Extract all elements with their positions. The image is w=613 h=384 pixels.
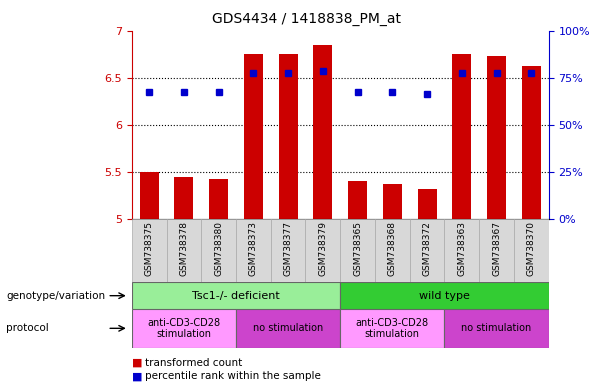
Text: anti-CD3-CD28
stimulation: anti-CD3-CD28 stimulation: [356, 318, 429, 339]
Bar: [305, 219, 340, 282]
Text: GSM738380: GSM738380: [214, 221, 223, 276]
Bar: [417, 189, 436, 219]
Text: protocol: protocol: [6, 323, 49, 333]
Text: GSM738379: GSM738379: [318, 221, 327, 276]
Bar: [201, 219, 236, 282]
Bar: [132, 219, 167, 282]
Bar: [375, 219, 409, 282]
Text: GSM738365: GSM738365: [353, 221, 362, 276]
Text: no stimulation: no stimulation: [462, 323, 531, 333]
Bar: [514, 219, 549, 282]
Text: ■: ■: [132, 371, 142, 381]
Text: GSM738363: GSM738363: [457, 221, 466, 276]
Bar: [236, 309, 340, 348]
Text: GSM738370: GSM738370: [527, 221, 536, 276]
Bar: [278, 54, 298, 219]
Bar: [452, 54, 471, 219]
Bar: [409, 219, 444, 282]
Bar: [174, 177, 194, 219]
Bar: [140, 172, 159, 219]
Bar: [340, 309, 444, 348]
Bar: [340, 282, 549, 309]
Text: GDS4434 / 1418838_PM_at: GDS4434 / 1418838_PM_at: [212, 12, 401, 25]
Text: GSM738368: GSM738368: [388, 221, 397, 276]
Bar: [209, 179, 228, 219]
Bar: [244, 54, 263, 219]
Bar: [132, 309, 236, 348]
Bar: [132, 282, 340, 309]
Text: ■: ■: [132, 358, 142, 368]
Text: no stimulation: no stimulation: [253, 323, 323, 333]
Bar: [167, 219, 201, 282]
Text: GSM738367: GSM738367: [492, 221, 501, 276]
Text: GSM738378: GSM738378: [180, 221, 188, 276]
Text: Tsc1-/- deficient: Tsc1-/- deficient: [192, 291, 280, 301]
Bar: [383, 184, 402, 219]
Text: genotype/variation: genotype/variation: [6, 291, 105, 301]
Bar: [479, 219, 514, 282]
Bar: [444, 309, 549, 348]
Text: GSM738372: GSM738372: [422, 221, 432, 276]
Text: wild type: wild type: [419, 291, 470, 301]
Bar: [522, 66, 541, 219]
Bar: [444, 219, 479, 282]
Bar: [340, 219, 375, 282]
Text: transformed count: transformed count: [145, 358, 243, 368]
Bar: [313, 45, 332, 219]
Text: percentile rank within the sample: percentile rank within the sample: [145, 371, 321, 381]
Text: GSM738377: GSM738377: [284, 221, 292, 276]
Bar: [236, 219, 271, 282]
Bar: [271, 219, 305, 282]
Text: GSM738375: GSM738375: [145, 221, 154, 276]
Bar: [348, 181, 367, 219]
Bar: [487, 56, 506, 219]
Text: anti-CD3-CD28
stimulation: anti-CD3-CD28 stimulation: [147, 318, 221, 339]
Text: GSM738373: GSM738373: [249, 221, 258, 276]
